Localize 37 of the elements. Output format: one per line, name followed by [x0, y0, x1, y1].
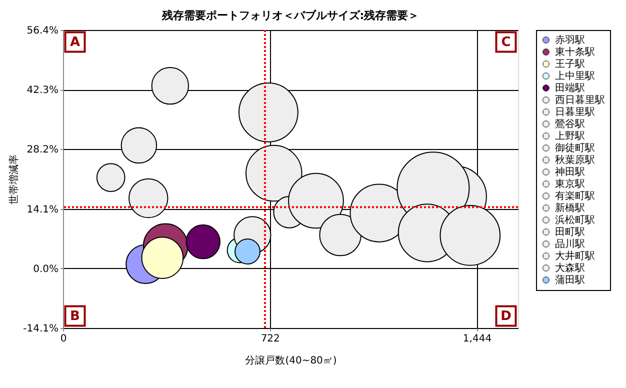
y-axis-title: 世帯増減率 [8, 154, 20, 204]
y-tick-label: 28.2% [26, 144, 58, 156]
legend-label: 有楽町駅 [555, 190, 595, 202]
legend-label: 蒲田駅 [555, 274, 585, 286]
y-tick-label: -14.1% [23, 324, 58, 334]
chart-title: 残存需要ポートフォリオ＜バブルサイズ:残存需要＞ [160, 9, 420, 22]
legend-label: 神田駅 [555, 166, 585, 178]
legend-label: 東十条駅 [555, 46, 595, 58]
legend-label: 鶯谷駅 [555, 118, 585, 130]
legend-label: 秋葉原駅 [555, 154, 595, 166]
legend-label: 日暮里駅 [555, 106, 595, 118]
y-tick-label: 42.3% [26, 85, 58, 96]
y-tick-label: 56.4% [26, 26, 58, 36]
annotation: C [501, 35, 511, 50]
x-axis-title: 分譲戸数(40~80㎡) [245, 354, 337, 366]
legend-label: 赤羽駅 [555, 34, 585, 46]
legend-label: 西日暮里駅 [555, 94, 605, 106]
legend-label: 東京駅 [555, 178, 585, 190]
annotation: B [70, 309, 80, 324]
y-tick-label: 0.0% [33, 264, 58, 275]
legend-label: 大井町駅 [555, 250, 595, 262]
legend-label: 品川駅 [555, 238, 585, 250]
legend-label: 浜松町駅 [555, 214, 595, 226]
x-tick-label: 0 [60, 334, 67, 344]
legend-label: 御徒町駅 [555, 142, 595, 154]
legend-label: 上中里駅 [555, 70, 595, 82]
legend-label: 上野駅 [555, 130, 585, 142]
legend-label: 新橋駅 [555, 202, 585, 214]
x-tick-label: 1,444 [462, 334, 492, 344]
legend-label: 大森駅 [555, 262, 585, 274]
legend-label: 田町駅 [555, 227, 585, 238]
legend-label: 田端駅 [555, 82, 585, 94]
annotation: D [500, 309, 512, 324]
annotation: A [70, 35, 80, 50]
y-tick-label: 14.1% [26, 204, 58, 216]
x-tick-label: 722 [260, 334, 280, 344]
legend-label: 王子駅 [555, 59, 585, 70]
